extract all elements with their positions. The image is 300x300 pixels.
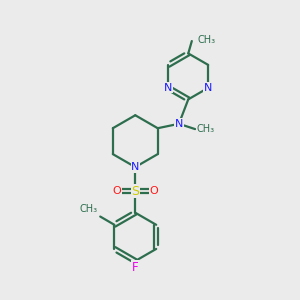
Text: S: S: [131, 185, 139, 198]
Text: CH₃: CH₃: [196, 124, 215, 134]
Text: N: N: [164, 83, 172, 93]
Text: N: N: [175, 119, 183, 129]
Text: CH₃: CH₃: [197, 34, 215, 45]
Text: CH₃: CH₃: [80, 204, 98, 214]
Text: N: N: [204, 83, 212, 93]
Text: O: O: [149, 186, 158, 196]
Text: O: O: [112, 186, 122, 196]
Text: N: N: [131, 162, 140, 172]
Text: F: F: [132, 261, 139, 274]
